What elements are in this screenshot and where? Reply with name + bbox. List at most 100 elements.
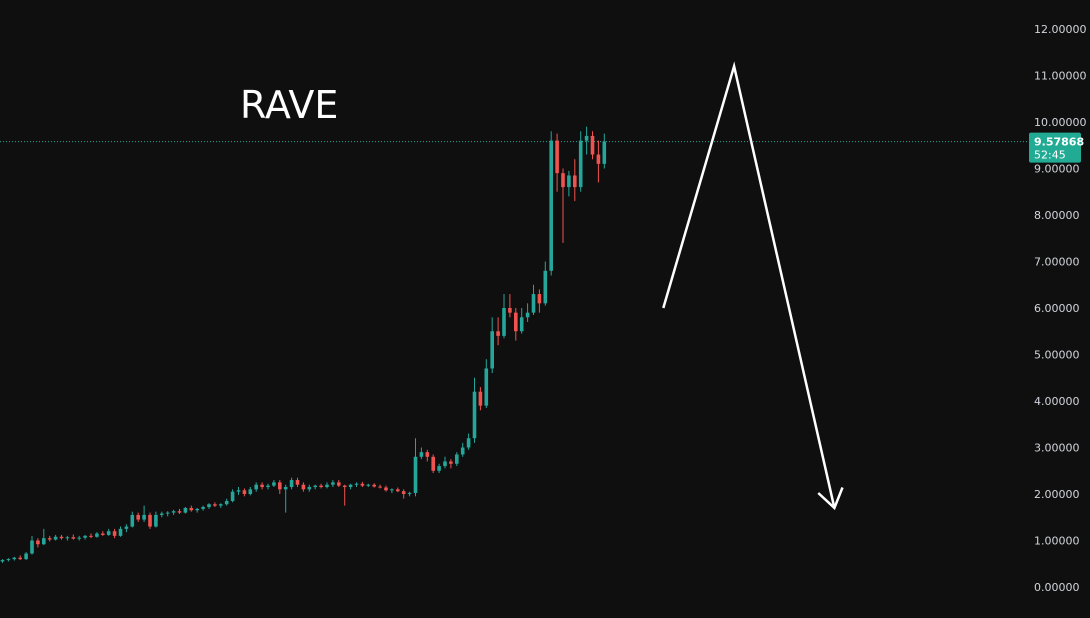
- y-tick-label: 10.00000: [1034, 116, 1087, 129]
- candle-body: [171, 511, 176, 513]
- candle-body: [549, 140, 553, 271]
- candle-body: [0, 560, 5, 562]
- candle-body: [319, 485, 323, 488]
- candle-body: [118, 528, 123, 536]
- candle-body: [519, 317, 524, 332]
- candle-body: [289, 480, 294, 488]
- last-price-countdown: 52:45: [1034, 149, 1066, 162]
- candle-body: [301, 484, 306, 490]
- candle-body: [101, 533, 105, 535]
- candle-body: [555, 140, 559, 174]
- y-axis[interactable]: 0.00000 1.00000 2.00000 3.00000 4.00000 5.000…: [1034, 23, 1087, 594]
- candle-body: [177, 511, 182, 513]
- candle-body: [148, 514, 152, 527]
- candle-body: [248, 489, 253, 494]
- candle-body: [242, 490, 247, 494]
- arrow-path[interactable]: [662, 61, 836, 509]
- candles-group: [0, 126, 607, 563]
- candle-body: [573, 175, 577, 188]
- candle-body: [36, 540, 40, 545]
- candle-body: [53, 536, 58, 540]
- candle-body: [154, 514, 158, 527]
- candle-body: [419, 452, 424, 457]
- candle-body: [525, 312, 530, 318]
- candle-body: [561, 173, 565, 188]
- candle-body: [437, 466, 441, 471]
- candle-body: [89, 535, 93, 537]
- last-price-badge: 9.57868 52:45: [1029, 132, 1084, 163]
- annotation-arrow[interactable]: [662, 61, 844, 511]
- candle-body: [366, 484, 371, 486]
- candle-body: [342, 485, 347, 488]
- candle-body: [407, 493, 412, 495]
- candle-body: [372, 484, 376, 487]
- candle-body: [142, 514, 146, 520]
- candle-body: [348, 484, 353, 488]
- candle-body: [24, 553, 28, 560]
- y-tick-label: 1.00000: [1034, 535, 1080, 548]
- candle-body: [425, 452, 430, 457]
- candle-body: [531, 294, 536, 313]
- candle-body: [590, 135, 595, 155]
- candle-body: [254, 484, 258, 490]
- y-tick-label: 12.00000: [1034, 23, 1087, 36]
- candle-body: [224, 500, 229, 505]
- candle-body: [502, 308, 506, 336]
- candle-body: [455, 454, 459, 464]
- candle-body: [183, 507, 188, 513]
- candle-body: [313, 485, 317, 488]
- candle-body: [584, 135, 589, 141]
- candle-body: [390, 489, 394, 491]
- candle-body: [59, 536, 64, 539]
- candle-body: [6, 559, 11, 561]
- candle-body: [543, 270, 548, 304]
- y-tick-label: 2.00000: [1034, 488, 1080, 501]
- last-price-value: 9.57868: [1034, 136, 1084, 149]
- candle-body: [307, 487, 312, 490]
- candle-body: [189, 507, 194, 511]
- candle-body: [71, 537, 76, 539]
- candle-body: [195, 508, 199, 511]
- candle-body: [508, 308, 512, 313]
- y-tick-label: 9.00000: [1034, 163, 1080, 176]
- candle-body: [112, 531, 117, 536]
- candle-body: [18, 557, 22, 560]
- candle-body: [47, 538, 52, 540]
- candle-body: [130, 514, 135, 527]
- candle-body: [201, 507, 205, 509]
- y-tick-label: 0.00000: [1034, 581, 1080, 594]
- candle-body: [567, 175, 571, 188]
- candle-body: [337, 482, 341, 486]
- y-tick-label: 6.00000: [1034, 302, 1080, 315]
- candle-body: [496, 331, 500, 336]
- candle-body: [449, 461, 453, 464]
- arrow-head: [817, 487, 844, 511]
- candle-body: [266, 485, 270, 488]
- candle-body: [260, 484, 264, 488]
- candle-body: [484, 368, 489, 406]
- candle-body: [514, 312, 518, 332]
- candle-body: [490, 331, 494, 369]
- candle-body: [596, 154, 601, 164]
- candle-body: [278, 482, 282, 490]
- candle-body: [325, 484, 329, 488]
- candle-body: [160, 513, 164, 515]
- candle-body: [136, 514, 140, 520]
- candle-body: [124, 526, 129, 529]
- chart-title: RAVE: [240, 83, 338, 127]
- candle-body: [219, 504, 223, 506]
- candle-body: [272, 482, 276, 486]
- candle-body: [360, 483, 365, 486]
- candle-body: [165, 512, 170, 514]
- candle-body: [396, 489, 400, 492]
- candle-body: [295, 480, 300, 485]
- candle-body: [431, 456, 435, 471]
- candle-body: [213, 504, 217, 506]
- candle-body: [460, 447, 465, 455]
- y-tick-label: 3.00000: [1034, 442, 1080, 455]
- candle-body: [77, 537, 81, 539]
- y-tick-label: 5.00000: [1034, 349, 1080, 362]
